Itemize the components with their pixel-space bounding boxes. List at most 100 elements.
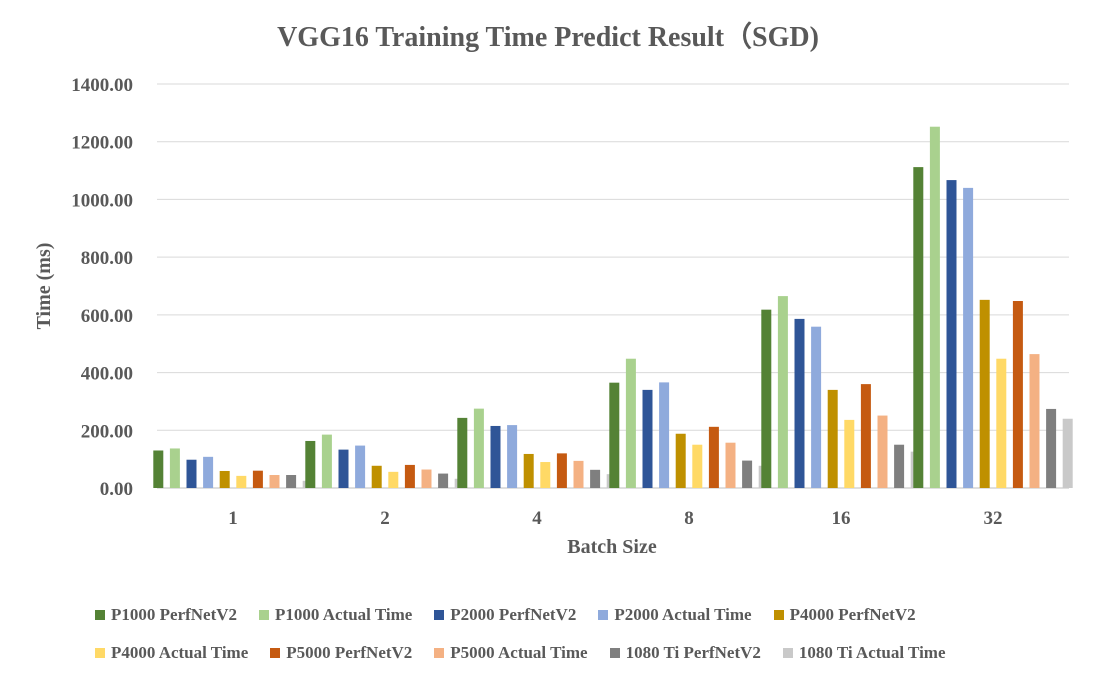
y-tick-label: 200.00 <box>81 421 133 442</box>
x-tick-label: 16 <box>832 508 851 529</box>
bar <box>338 449 349 488</box>
bar <box>388 471 399 488</box>
legend-row: P1000 PerfNetV2 P1000 Actual Time P2000 Pe… <box>95 596 1055 634</box>
bar <box>675 433 686 488</box>
legend-swatch <box>270 648 281 658</box>
legend-row: P4000 Actual Time P5000 PerfNetV2 P5000 Ac… <box>95 634 1055 672</box>
bar <box>153 450 164 488</box>
bar <box>777 296 788 488</box>
y-tick-label: 800.00 <box>81 248 133 269</box>
bar <box>556 453 567 488</box>
legend-label: P5000 PerfNetV2 <box>286 643 413 662</box>
bar <box>286 475 297 488</box>
x-axis-title: Batch Size <box>567 536 657 558</box>
y-axis-title: Time (ms) <box>33 243 55 330</box>
legend-item: P4000 Actual Time <box>95 643 248 663</box>
bar <box>404 464 415 488</box>
legend-label: P4000 PerfNetV2 <box>789 605 916 624</box>
legend-item: P1000 Actual Time <box>259 605 412 625</box>
legend-swatch <box>598 610 609 620</box>
y-tick-label: 1200.00 <box>71 133 133 154</box>
bar <box>457 417 468 488</box>
legend-item: P5000 PerfNetV2 <box>270 643 412 663</box>
bar <box>169 448 180 488</box>
y-axis-ticks: 0.00 200.00 400.00 600.00 800.00 1000.00 1200.… <box>71 75 133 500</box>
bar <box>996 358 1007 488</box>
bar <box>305 440 316 488</box>
bar <box>507 425 518 488</box>
bar <box>894 444 905 488</box>
legend-item: P2000 PerfNetV2 <box>434 605 576 625</box>
y-tick-label: 0.00 <box>100 479 133 500</box>
legend-label: P1000 Actual Time <box>275 605 413 624</box>
bar <box>642 389 653 488</box>
bar <box>963 187 974 488</box>
bar <box>742 460 753 488</box>
bar <box>659 382 670 488</box>
legend-swatch <box>434 648 445 658</box>
chart-title: VGG16 Training Time Predict Result（SGD) <box>277 20 819 53</box>
bar <box>321 434 332 488</box>
legend-swatch <box>782 648 793 658</box>
bar <box>421 469 432 488</box>
bar <box>523 453 534 488</box>
x-tick-label: 2 <box>380 508 390 529</box>
bar <box>573 460 584 488</box>
bar <box>860 384 871 488</box>
legend-label: P2000 PerfNetV2 <box>450 605 577 624</box>
bar <box>725 442 736 488</box>
legend-label: P4000 Actual Time <box>111 643 249 662</box>
bar <box>877 415 888 488</box>
bar <box>473 408 484 488</box>
bar <box>252 470 263 488</box>
legend-swatch <box>259 610 270 620</box>
bar <box>794 318 805 488</box>
bar <box>708 426 719 488</box>
legend-label: 1080 Ti Actual Time <box>798 643 946 662</box>
bar <box>219 470 230 488</box>
bar <box>269 475 280 488</box>
bars <box>153 126 1073 489</box>
bar <box>929 126 940 489</box>
bar <box>1012 301 1023 488</box>
bar <box>609 382 620 488</box>
y-tick-label: 600.00 <box>81 306 133 327</box>
y-tick-label: 1000.00 <box>71 190 133 211</box>
bar <box>371 465 382 488</box>
legend-item: P2000 Actual Time <box>598 605 752 625</box>
bar <box>844 419 855 488</box>
bar <box>979 299 990 488</box>
legend-item: P4000 PerfNetV2 <box>773 605 916 625</box>
bar <box>540 462 551 488</box>
bar <box>913 167 924 488</box>
legend-swatch <box>773 610 784 620</box>
legend-item: P5000 Actual Time <box>434 643 588 663</box>
legend-swatch <box>95 648 105 658</box>
x-axis-ticks: 1 2 4 8 16 32 <box>228 508 1002 529</box>
legend-label: P2000 Actual Time <box>614 605 752 624</box>
bar <box>490 425 501 488</box>
bar <box>236 475 247 488</box>
x-tick-label: 8 <box>684 508 694 529</box>
bar <box>1046 408 1057 488</box>
bar <box>186 459 197 488</box>
legend-label: P5000 Actual Time <box>450 643 588 662</box>
bar <box>203 456 214 488</box>
bar <box>625 358 636 488</box>
x-tick-label: 1 <box>228 508 238 529</box>
legend-item: 1080 Ti Actual Time <box>782 643 946 663</box>
legend-swatch <box>95 610 105 620</box>
legend-item: 1080 Ti PerfNetV2 <box>609 643 761 663</box>
bar <box>355 445 366 488</box>
bar <box>1062 418 1073 488</box>
legend: P1000 PerfNetV2 P1000 Actual Time P2000 Pe… <box>95 596 1055 672</box>
legend-swatch <box>609 648 620 658</box>
bar <box>692 444 703 488</box>
bar <box>811 326 822 488</box>
y-tick-label: 400.00 <box>81 364 133 385</box>
x-tick-label: 32 <box>984 508 1003 529</box>
bar <box>1029 354 1040 488</box>
bar <box>946 180 957 488</box>
bar <box>761 309 772 488</box>
